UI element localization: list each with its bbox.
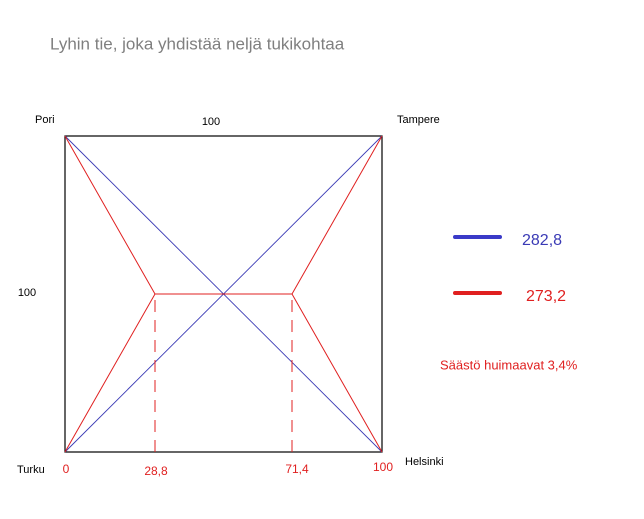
bottom-label: 0 bbox=[63, 462, 70, 476]
legend-value: 282,8 bbox=[522, 232, 562, 249]
node-label: Turku bbox=[17, 464, 45, 476]
legend-value: 273,2 bbox=[526, 288, 566, 305]
bottom-label: 100 bbox=[373, 460, 393, 474]
side-label: 100 bbox=[18, 287, 36, 299]
node-label: Pori bbox=[35, 114, 55, 126]
side-label: 100 bbox=[202, 116, 220, 128]
node-label: Tampere bbox=[397, 114, 440, 126]
square bbox=[64, 135, 383, 453]
title: Lyhin tie, joka yhdistää neljä tukikohta… bbox=[50, 34, 345, 53]
node-label: Helsinki bbox=[405, 456, 444, 468]
red-network bbox=[64, 135, 383, 453]
note: Säästö huimaavat 3,4% bbox=[440, 357, 578, 372]
bottom-label: 28,8 bbox=[144, 464, 168, 478]
bottom-label: 71,4 bbox=[285, 462, 309, 476]
